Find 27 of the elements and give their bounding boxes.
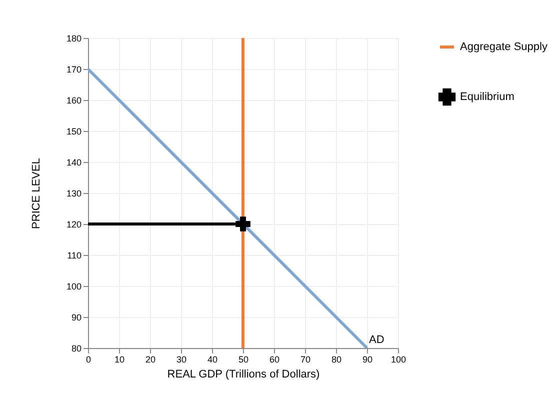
x-tick-label: 30: [176, 354, 187, 364]
y-tick-label: 160: [66, 96, 82, 106]
x-tick-label: 40: [207, 354, 218, 364]
annotation: AD: [369, 334, 384, 346]
x-tick-label: 70: [300, 354, 311, 364]
x-tick-label: 10: [114, 354, 125, 364]
y-tick-label: 140: [66, 158, 82, 168]
x-tick-label: 0: [86, 354, 92, 364]
y-tick-label: 150: [66, 126, 82, 136]
legend-label: Aggregate Supply: [460, 41, 548, 53]
y-tick-label: 130: [66, 188, 82, 198]
x-tick-label: 90: [362, 354, 373, 364]
y-tick-label: 90: [71, 312, 82, 322]
y-tick-label: 110: [67, 250, 82, 260]
x-tick-label: 60: [269, 354, 280, 364]
y-tick-label: 170: [66, 64, 82, 74]
y-tick-label: 100: [66, 282, 82, 292]
x-axis-title: REAL GDP (Trillions of Dollars): [167, 368, 320, 380]
x-tick-label: 50: [238, 354, 249, 364]
x-tick-label: 100: [390, 354, 406, 364]
legend-label: Equilibrium: [460, 91, 514, 103]
x-tick-label: 20: [145, 354, 156, 364]
x-tick-label: 80: [331, 354, 342, 364]
y-tick-label: 80: [71, 344, 82, 354]
y-tick-label: 180: [66, 34, 82, 44]
y-tick-label: 120: [66, 220, 82, 230]
y-axis-title: PRICE LEVEL: [30, 158, 42, 229]
